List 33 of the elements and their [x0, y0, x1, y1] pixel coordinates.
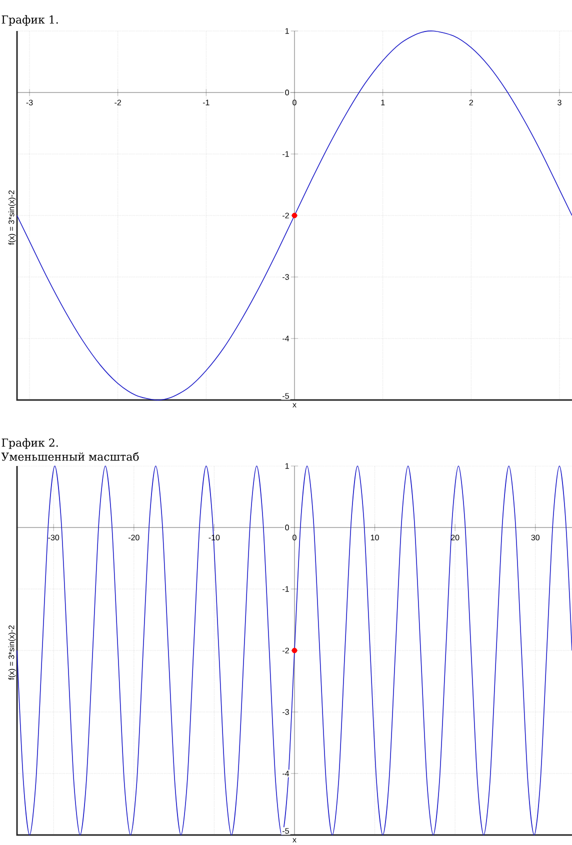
y-tick-label: -3 — [282, 274, 289, 280]
x-tick-label: 1 — [381, 100, 385, 106]
y-tick-label: -2 — [282, 212, 289, 218]
y-tick-label: -1 — [282, 586, 289, 592]
y-axis-title: f(x) = 3*sin(x)-2 — [8, 625, 16, 680]
y-tick-label: 0 — [285, 90, 289, 96]
chart-title: График 2. — [2, 438, 58, 449]
chart-title: График 1. — [2, 15, 58, 26]
x-tick-label: 30 — [531, 534, 540, 540]
y-tick-label: -3 — [282, 709, 289, 715]
chart-subtitle: Уменьшенный масштаб — [1, 452, 139, 461]
x-tick-label: -3 — [26, 100, 33, 106]
y-tick-label: 0 — [285, 524, 289, 530]
x-axis-title: x — [292, 838, 296, 842]
y-tick-label: -5 — [282, 828, 289, 834]
x-tick-label: -2 — [114, 100, 121, 106]
x-tick-label: -20 — [128, 534, 140, 540]
y-tick-label: -1 — [282, 151, 289, 157]
x-tick-label: 2 — [469, 100, 473, 106]
y-tick-label: -4 — [282, 770, 290, 776]
y-tick-label: 1 — [285, 463, 289, 469]
y-tick-label: -4 — [282, 336, 290, 342]
x-tick-label: -1 — [202, 100, 210, 106]
x-tick-label: 3 — [558, 100, 562, 106]
x-tick-label: 0 — [292, 534, 296, 540]
x-tick-label: -30 — [48, 534, 60, 540]
x-tick-label: 10 — [370, 534, 379, 540]
y-tick-label: 1 — [285, 28, 289, 34]
x-axis-title: x — [292, 403, 296, 408]
y-axis-title: f(x) = 3*sin(x)-2 — [8, 190, 16, 245]
y-tick-label: -2 — [282, 648, 289, 654]
y-tick-label: -5 — [282, 393, 289, 399]
x-tick-label: 0 — [292, 100, 296, 106]
